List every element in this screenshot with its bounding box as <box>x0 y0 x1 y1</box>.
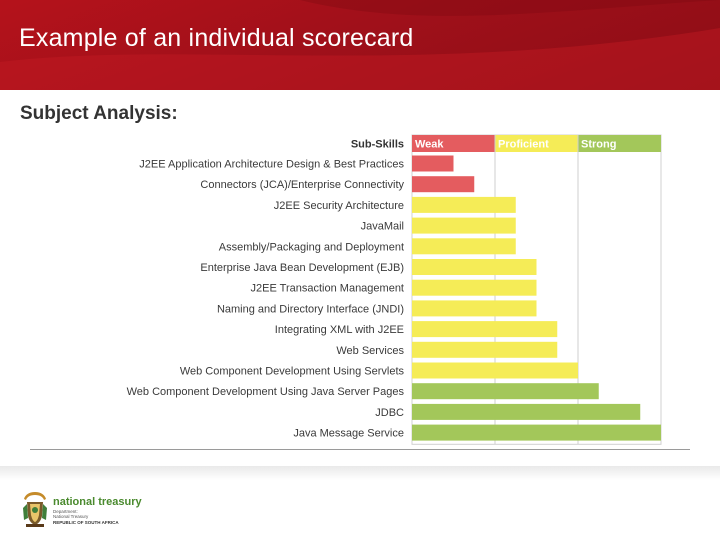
skill-bar <box>412 424 661 441</box>
skill-label: Web Component Development Using Servlets <box>180 366 405 378</box>
sub-skills-header: Sub-Skills <box>351 139 404 151</box>
logo-name: national treasury <box>53 496 142 508</box>
slide-header: Example of an individual scorecard <box>0 0 720 90</box>
skill-bar <box>412 300 537 317</box>
level-header-proficient <box>495 135 578 152</box>
skill-label: Web Component Development Using Java Ser… <box>127 386 405 398</box>
skill-label: Connectors (JCA)/Enterprise Connectivity <box>200 179 404 191</box>
skill-label: Enterprise Java Bean Development (EJB) <box>200 262 404 274</box>
skill-label: Naming and Directory Interface (JNDI) <box>217 303 404 315</box>
logo-treasury-line: National Treasury <box>53 514 89 519</box>
slide-title: Example of an individual scorecard <box>19 24 414 52</box>
skill-label: J2EE Transaction Management <box>251 283 404 295</box>
skill-bar <box>412 341 558 358</box>
skill-label: JDBC <box>375 407 404 419</box>
skill-bar <box>412 383 599 400</box>
skill-label: Java Message Service <box>293 428 404 440</box>
skill-bar <box>412 176 475 193</box>
skill-label: J2EE Security Architecture <box>274 200 404 212</box>
logo-country-line: REPUBLIC OF SOUTH AFRICA <box>53 520 119 525</box>
skill-label: Web Services <box>336 345 404 357</box>
level-header-label-proficient: Proficient <box>498 139 549 151</box>
skill-label: Assembly/Packaging and Deployment <box>219 241 404 253</box>
skill-bar <box>412 155 454 172</box>
skill-label: Integrating XML with J2EE <box>275 324 404 336</box>
skill-bar <box>412 259 537 275</box>
footer-band <box>0 466 720 540</box>
coat-of-arms-icon <box>23 492 47 527</box>
scorecard-chart: Weak Proficient Strong Sub-Skills J2EE Appli… <box>127 134 662 445</box>
chart-title: Subject Analysis: <box>20 103 178 124</box>
skill-bar <box>412 196 516 213</box>
skill-bar <box>412 403 641 420</box>
header-sheen <box>0 0 720 90</box>
level-header-label-weak: Weak <box>415 139 444 151</box>
logo-department-line: Department: <box>53 509 78 514</box>
skill-bar <box>412 238 516 255</box>
skill-bar <box>412 362 578 379</box>
skill-bar <box>412 279 537 296</box>
skill-bar <box>412 321 558 338</box>
level-header-label-strong: Strong <box>581 139 616 151</box>
level-header-weak <box>412 135 495 152</box>
level-header-strong <box>578 135 661 152</box>
footer-divider <box>30 449 690 450</box>
skill-bar <box>412 217 516 234</box>
skill-label: JavaMail <box>361 221 404 233</box>
skill-label: J2EE Application Architecture Design & B… <box>139 159 404 171</box>
